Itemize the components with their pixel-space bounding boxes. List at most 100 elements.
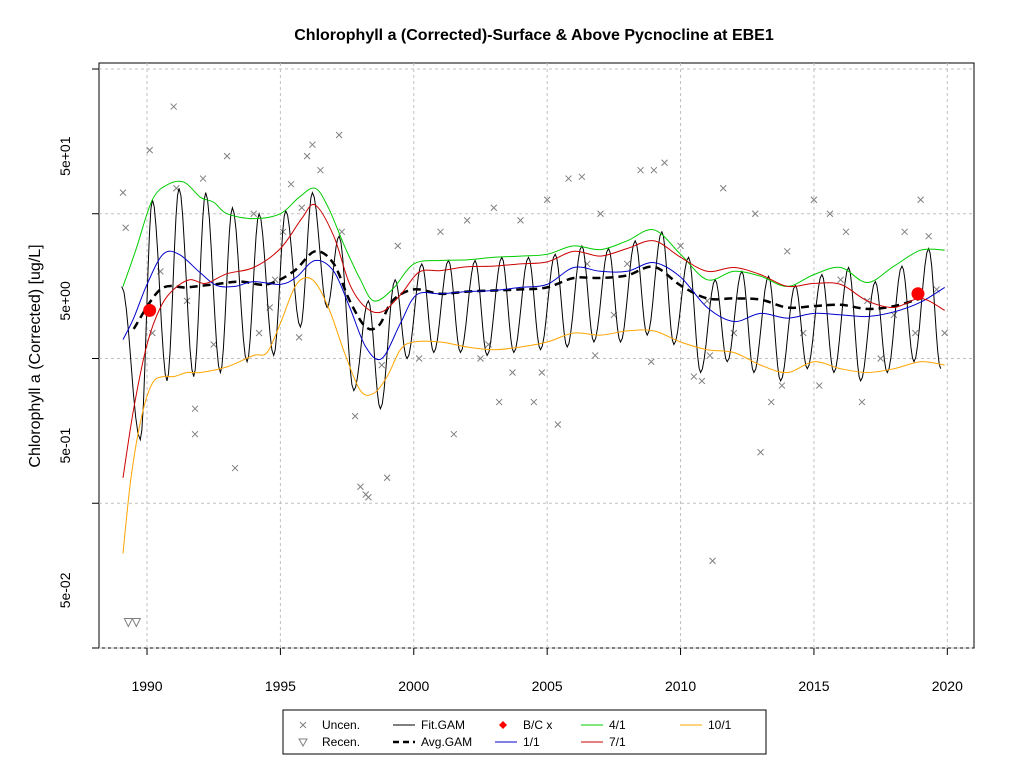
uncensored-point [303,152,311,160]
fit-gam-line [121,188,942,442]
uncensored-point [517,217,524,224]
uncensored-point [383,474,391,482]
recensored-point [123,618,134,628]
legend-label: Recen. [322,735,360,749]
x-axis: 1990 1995 2000 2005 2010 2015 2020 [131,648,963,694]
uncensored-point [901,228,908,236]
x-tick-label: 2020 [932,678,963,694]
oct1-line [122,277,945,554]
legend-label: Fit.GAM [421,718,465,732]
legend-label: B/C x [523,718,552,732]
legend-label: 7/1 [609,735,626,749]
uncensored-point [767,398,775,406]
uncensored-point [661,159,668,167]
uncensored-point [357,483,364,491]
uncensored-point [335,131,343,139]
uncensored-point [698,377,706,385]
uncensored-point [223,152,231,160]
x-tick-label: 2010 [665,678,696,694]
uncensored-point [597,210,604,218]
uncensored-point [437,228,444,236]
uncensored-point [578,173,586,181]
jan1-line [122,250,945,361]
y-axis-label: Chlorophyll a (Corrected) [ug/L] [27,244,44,467]
uncensored-point [858,398,866,406]
uncensored-point [647,358,655,366]
uncensored-point [911,329,919,337]
uncensored-point [231,464,239,472]
uncensored-point [415,355,423,362]
recensored-point [131,618,142,628]
uncensored-point [778,382,786,389]
bc-marker [143,303,157,317]
uncensored-point [730,329,738,337]
legend-label: Uncen. [322,718,360,732]
legend-label: 4/1 [609,718,626,732]
uncensored-point [810,196,818,204]
uncensored-point [677,242,684,250]
y-tick-label: 5e-01 [57,428,73,464]
jul1-line [122,203,945,478]
uncensored-point [719,184,727,192]
uncensored-point [530,398,538,406]
uncensored-point [565,175,572,182]
uncensored-point [637,166,644,174]
uncensored-point [877,355,884,362]
uncensored-point [199,175,207,182]
uncensored-point [543,196,551,204]
uncensored-point [351,412,359,420]
uncensored-point [815,382,823,389]
uncensored-point [149,329,156,337]
uncensored-point [650,166,658,174]
uncensored-point [751,210,759,218]
uncensored-point [378,361,386,369]
y-axis: 5e-02 5e-01 5e+00 5e+01 [57,68,99,649]
uncensored-point [591,352,599,359]
uncensored-point [917,196,924,204]
uncensored-point [509,369,516,376]
legend: Uncen. Recen. Fit.GAM Avg.GAM B/C x 1/1 4/1 7/1… [282,709,767,755]
uncensored-point [298,204,306,212]
legend-bc-icon [499,721,507,729]
x-tick-label: 1990 [131,678,162,694]
uncensored-point [477,355,484,362]
uncensored-point [255,329,263,337]
uncensored-point [554,421,562,428]
plot-area-border [98,62,975,649]
uncensored-point [365,493,372,501]
uncensored-point [122,224,130,232]
x-tick-label: 2000 [398,678,429,694]
uncensored-point [941,329,949,337]
uncensored-point [295,333,303,341]
uncensored-point [837,276,844,284]
uncensored-point [309,141,316,149]
uncensored-point [490,204,498,212]
y-tick-label: 5e-02 [57,572,73,608]
uncensored-point [709,557,716,565]
bc-marker [911,287,925,301]
grid-lines [99,63,974,649]
legend-label: 10/1 [708,718,732,732]
legend-uncen-icon [299,721,307,729]
uncensored-point [842,228,850,236]
uncensored-point [826,210,834,218]
uncensored-point [191,430,199,438]
uncensored-point [450,430,458,438]
uncensored-point [925,232,933,240]
uncensored-point [210,341,218,348]
uncensored-point [146,146,154,154]
uncensored-point [783,247,791,255]
legend-label: 1/1 [523,735,540,749]
uncensored-point [119,189,127,196]
chart-title: Chlorophyll a (Corrected)-Surface & Abov… [294,27,774,44]
uncensored-point [757,448,764,456]
y-tick-label: 5e+01 [57,136,73,176]
x-tick-label: 2015 [798,678,829,694]
uncensored-point [317,166,324,174]
uncensored-point [287,180,295,188]
uncensored-point [250,210,258,218]
uncensored-point [191,405,199,413]
uncensored-point [170,103,178,110]
uncensored-point [495,398,503,406]
